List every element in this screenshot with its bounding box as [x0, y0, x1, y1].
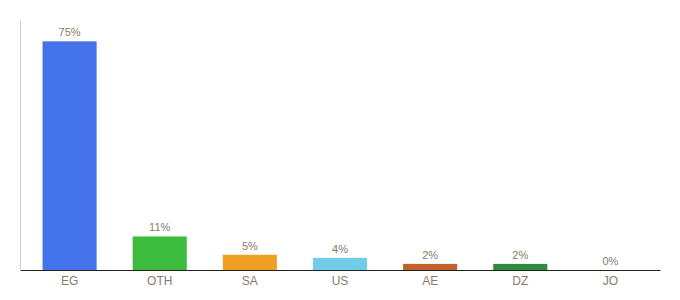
- y-axis-line: [20, 21, 21, 271]
- x-tick: SA: [242, 274, 258, 288]
- chart-svg: EG OTH SA US AE DZ JO 75% 11% 5% 4% 2% 2% 0%: [0, 0, 680, 300]
- bar: [493, 264, 547, 270]
- x-tick: DZ: [512, 274, 528, 288]
- x-tick-label: DZ: [512, 274, 528, 288]
- data-label: 11%: [149, 221, 170, 233]
- bar: [223, 255, 277, 270]
- x-tick: JO: [603, 274, 618, 288]
- x-tick-label: JO: [603, 274, 618, 288]
- bar: [313, 258, 367, 270]
- x-tick-label: OTH: [147, 274, 172, 288]
- bar: [403, 264, 457, 270]
- x-tick-label: EG: [61, 274, 78, 288]
- x-tick-label: AE: [422, 274, 438, 288]
- bars: [43, 41, 548, 270]
- chart-container: EG OTH SA US AE DZ JO 75% 11% 5% 4% 2% 2% 0%: [0, 0, 680, 300]
- data-labels: 75% 11% 5% 4% 2% 2% 0%: [59, 26, 619, 267]
- data-label: 2%: [422, 249, 438, 261]
- bar: [43, 41, 97, 270]
- x-tick: EG: [61, 274, 78, 288]
- x-tick-label: SA: [242, 274, 258, 288]
- x-axis-line: [21, 270, 661, 271]
- data-label: 2%: [512, 249, 528, 261]
- x-tick: AE: [422, 274, 438, 288]
- x-tick-label: US: [332, 274, 349, 288]
- plot-area: EG OTH SA US AE DZ JO 75% 11% 5% 4% 2% 2% 0%: [21, 21, 661, 288]
- x-tick: US: [332, 274, 349, 288]
- x-axis: EG OTH SA US AE DZ JO: [21, 271, 661, 288]
- data-label: 75%: [59, 26, 81, 38]
- x-tick: OTH: [147, 274, 172, 288]
- data-label: 4%: [332, 243, 348, 255]
- bar: [583, 270, 637, 271]
- bar: [133, 236, 187, 270]
- y-axis: [20, 21, 21, 271]
- data-label: 5%: [242, 240, 258, 252]
- data-label: 0%: [602, 255, 618, 267]
